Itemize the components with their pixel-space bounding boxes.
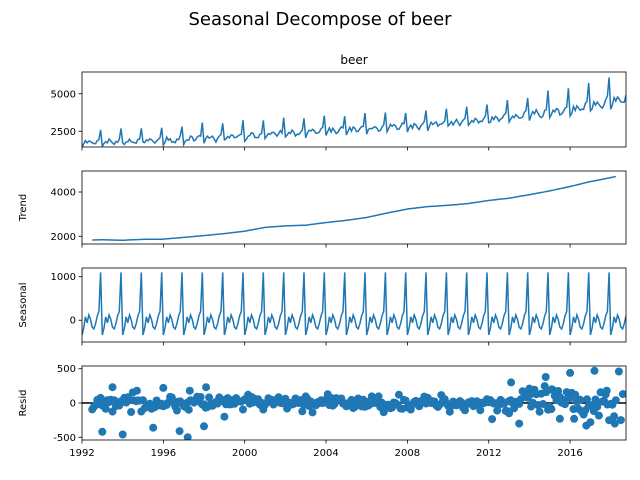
seasonal-series-line [82, 272, 626, 336]
resid-point [547, 385, 556, 394]
observed-plot-area [82, 77, 626, 147]
resid-point [616, 416, 625, 425]
resid-ytick-label: 500 [57, 364, 76, 375]
resid-point [185, 386, 194, 395]
resid-point [172, 406, 181, 415]
seasonal-ytick-label: 0 [70, 316, 76, 327]
panel-resid: -500 0 500 1992 1996 2000 2004 2008 2012 2016 Resi… [18, 364, 627, 459]
resid-plot-area [82, 366, 626, 440]
xtick-label: 1992 [69, 448, 94, 459]
resid-point [570, 414, 579, 423]
resid-point [541, 373, 550, 381]
resid-point [594, 411, 603, 420]
resid-point [535, 407, 544, 416]
resid-point [515, 419, 524, 428]
resid-point [610, 419, 619, 428]
resid-ytick-label: -500 [53, 433, 76, 444]
resid-ytick-label: 0 [70, 399, 76, 410]
xtick-label: 2000 [232, 448, 257, 459]
resid-point [561, 400, 569, 409]
trend-plot-area [92, 175, 616, 241]
resid-point [554, 387, 563, 395]
seasonal-plot-area [82, 272, 626, 336]
resid-point [618, 390, 626, 399]
xtick-label: 2008 [395, 448, 420, 459]
resid-point [507, 378, 516, 387]
resid-point [149, 423, 158, 432]
resid-point [590, 366, 599, 375]
observed-panel-title: beer [340, 53, 367, 67]
resid-point [374, 392, 383, 401]
resid-point [184, 405, 193, 414]
resid-point [239, 405, 247, 414]
resid-point [591, 395, 600, 404]
resid-point [139, 396, 147, 405]
panel-seasonal: 0 1000 Seasonal [18, 267, 627, 346]
resid-point [196, 393, 205, 401]
resid-point [202, 383, 211, 392]
resid-point [505, 409, 514, 418]
resid-point [525, 384, 534, 393]
resid-point [108, 383, 117, 392]
resid-point [205, 393, 214, 402]
resid-point [488, 415, 497, 424]
resid-point [539, 400, 547, 408]
resid-point [308, 408, 317, 417]
resid-point [401, 396, 410, 405]
observed-ytick-label: 5000 [51, 89, 76, 100]
resid-point [593, 402, 602, 411]
seasonal-ytick-label: 1000 [51, 272, 76, 283]
seasonal-axes-frame [81, 267, 627, 343]
figure-title: Seasonal Decompose of beer [188, 9, 452, 30]
trend-axes-frame [81, 170, 627, 245]
resid-point [98, 427, 107, 436]
panel-trend: 2000 4000 Trend [18, 170, 627, 248]
trend-ylabel: Trend [18, 194, 29, 222]
resid-point [298, 407, 307, 416]
resid-point [610, 412, 619, 421]
resid-point [576, 395, 585, 404]
resid-point [540, 382, 549, 391]
xtick-label: 1996 [151, 448, 176, 459]
panel-observed: 2500 5000 beer [51, 53, 627, 151]
observed-ytick-label: 2500 [51, 127, 76, 138]
observed-axes-frame [81, 71, 627, 148]
resid-point [555, 414, 564, 423]
resid-point [220, 412, 229, 421]
resid-ylabel: Resid [18, 390, 29, 417]
resid-point [547, 405, 556, 414]
resid-point [183, 433, 192, 440]
xtick-label: 2004 [313, 448, 338, 459]
resid-point [101, 404, 110, 413]
resid-point [200, 422, 208, 431]
resid-point [175, 427, 184, 436]
observed-series-line [82, 77, 626, 147]
resid-point [614, 367, 623, 376]
resid-point [127, 408, 136, 416]
resid-point [586, 418, 595, 427]
trend-series-line [92, 175, 616, 241]
xtick-label: 2012 [476, 448, 501, 459]
resid-point [476, 406, 485, 415]
resid-point [159, 383, 168, 392]
trend-ytick-label: 4000 [51, 188, 76, 199]
resid-point [566, 368, 575, 377]
resid-point [132, 386, 141, 395]
resid-point [571, 390, 580, 399]
resid-point [118, 430, 127, 439]
resid-point [525, 391, 534, 400]
resid-point [611, 396, 620, 405]
xtick-label: 2016 [557, 448, 582, 459]
resid-point [602, 386, 611, 395]
resid-point [583, 395, 591, 404]
trend-ytick-label: 2000 [51, 232, 76, 243]
seasonal-ylabel: Seasonal [18, 282, 29, 327]
resid-point [394, 390, 403, 399]
